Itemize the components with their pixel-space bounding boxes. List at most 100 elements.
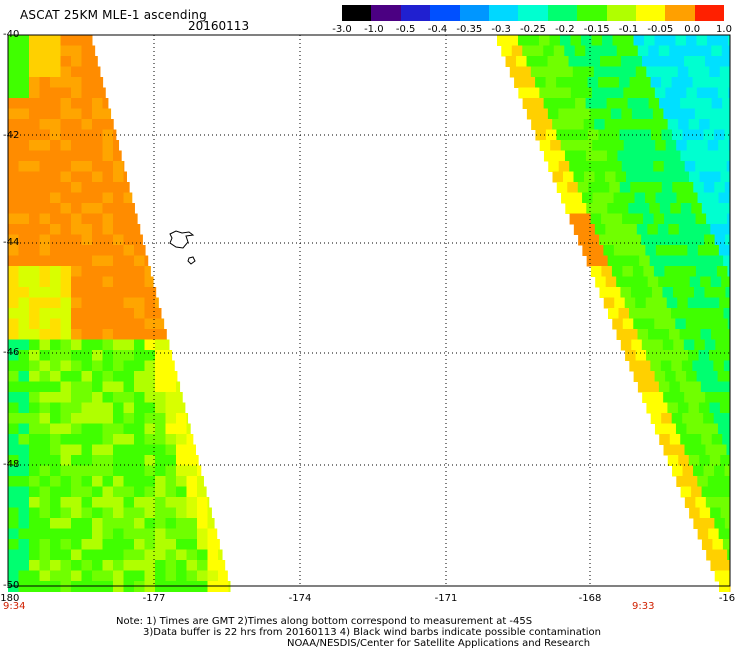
swath-cell — [579, 161, 591, 172]
swath-cell — [18, 329, 30, 340]
swath-cell — [60, 549, 72, 561]
swath-cell — [92, 297, 103, 309]
swath-cell — [615, 171, 627, 183]
swath-cell — [622, 266, 634, 277]
swath-cell — [123, 255, 135, 267]
swath-cell — [598, 182, 610, 193]
swath-cell — [18, 45, 30, 57]
swath-cell — [113, 549, 124, 561]
colorbar-swatch — [635, 5, 666, 21]
swath-cell — [707, 140, 719, 151]
swath-cell — [176, 476, 187, 487]
colorbar-label: -0.35 — [456, 24, 483, 35]
swath-cell — [50, 182, 61, 193]
swath-cell — [60, 35, 72, 46]
swath-cell — [18, 444, 30, 456]
swath-cell — [60, 318, 72, 330]
swath-cell — [29, 35, 40, 46]
swath-cell — [717, 87, 729, 99]
swath-cell — [601, 213, 613, 225]
swath-cell — [71, 308, 82, 319]
swath-cell — [722, 486, 731, 498]
swath-cell — [50, 35, 61, 46]
swath-cell — [102, 234, 114, 246]
swath-cell — [71, 161, 82, 172]
swath-cell — [8, 518, 19, 529]
swath-cell — [60, 465, 72, 477]
swath-cell — [102, 255, 114, 267]
swath-cell — [522, 98, 534, 109]
swath-cell — [562, 119, 574, 130]
swath-cell — [102, 171, 114, 183]
swath-cell — [666, 297, 678, 309]
swath-cell — [647, 224, 659, 235]
swath-cell — [165, 444, 177, 456]
swath-cell — [570, 87, 582, 99]
swath-cell — [677, 402, 689, 414]
swath-cell — [123, 486, 135, 498]
swath-cell — [81, 77, 93, 88]
swath-cell — [113, 486, 124, 498]
swath-cell — [186, 434, 194, 445]
swath-cell — [18, 413, 30, 424]
swath-cell — [693, 182, 705, 193]
swath-cell — [582, 192, 594, 204]
swath-cell — [8, 224, 19, 235]
swath-cell — [92, 434, 103, 445]
swath-cell — [611, 161, 623, 172]
swath-cell — [516, 56, 528, 67]
swath-cell — [8, 108, 19, 120]
swath-cell — [81, 308, 93, 319]
swath-cell — [113, 119, 114, 130]
swath-cell — [623, 35, 634, 46]
swath-cell — [102, 560, 114, 571]
swath-cell — [626, 276, 638, 288]
swath-cell — [176, 507, 187, 519]
swath-cell — [640, 129, 652, 141]
swath-cell — [113, 287, 124, 298]
swath-cell — [553, 45, 565, 57]
swath-cell — [511, 45, 523, 57]
swath-cell — [39, 224, 51, 235]
swath-cell — [113, 402, 124, 414]
swath-cell — [186, 413, 189, 424]
swath-cell — [641, 339, 653, 351]
swath-cell — [595, 276, 607, 288]
swath-cell — [705, 444, 717, 456]
swath-cell — [518, 35, 529, 46]
swath-cell — [165, 507, 177, 519]
swath-cell — [71, 150, 82, 162]
swath-cell — [703, 77, 715, 88]
swath-cell — [134, 308, 145, 319]
swath-cell — [700, 329, 712, 340]
swath-cell — [710, 560, 722, 571]
swath-cell — [102, 329, 114, 340]
swath-cell — [144, 276, 154, 288]
swath-cell — [681, 308, 693, 319]
swath-cell — [720, 224, 731, 235]
swath-cell — [186, 549, 198, 561]
swath-cell — [600, 161, 612, 172]
swath-cell — [123, 570, 135, 582]
swath-cell — [144, 423, 156, 435]
swath-cell — [8, 381, 19, 393]
swath-cell — [645, 297, 657, 309]
swath-cell — [708, 528, 720, 540]
swath-cell — [134, 423, 145, 435]
swath-cell — [8, 203, 19, 214]
swath-cell — [60, 560, 72, 571]
swath-cell — [714, 570, 726, 582]
swath-cell — [165, 476, 177, 487]
swath-cell — [218, 549, 223, 561]
swath-cell — [658, 276, 670, 288]
swath-cell — [661, 129, 673, 141]
swath-cell — [81, 266, 93, 277]
swath-cell — [631, 108, 643, 120]
swath-cell — [669, 45, 681, 57]
swath-cell — [71, 570, 82, 582]
swath-cell — [18, 476, 30, 487]
swath-cell — [134, 476, 145, 487]
swath-cell — [29, 192, 40, 204]
swath-cell — [526, 56, 538, 67]
swath-cell — [600, 108, 612, 120]
